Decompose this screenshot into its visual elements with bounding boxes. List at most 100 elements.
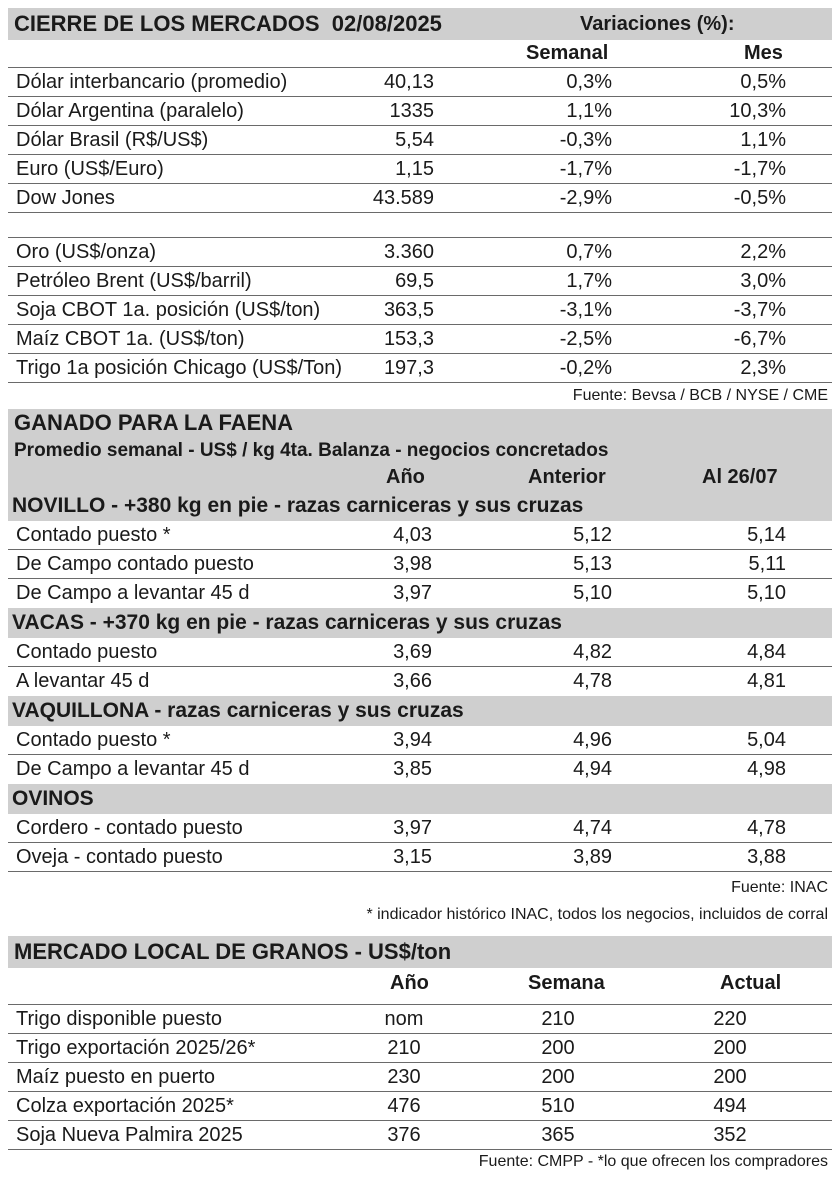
table-row: Cordero - contado puesto 3,97 4,74 4,78: [8, 814, 832, 843]
table-row: Dow Jones 43.589 -2,9% -0,5%: [8, 184, 832, 213]
row-current: 4,98: [747, 758, 786, 780]
market-report: CIERRE DE LOS MERCADOS 02/08/2025 Variac…: [8, 8, 832, 1174]
row-value: 1,15: [395, 158, 434, 180]
row-label: Trigo exportación 2025/26*: [16, 1037, 256, 1059]
row-label: Trigo 1a posición Chicago (US$/Ton): [16, 357, 343, 379]
row-month: -6,7%: [733, 328, 786, 350]
col-prev: Anterior: [528, 466, 606, 488]
cattle-title: GANADO PARA LA FAENA: [14, 410, 294, 435]
row-prev: 4,94: [573, 758, 612, 780]
row-year: 4,03: [393, 524, 432, 546]
row-value: 363,5: [383, 299, 434, 321]
table-row: Maíz puesto en puerto 230 200 200: [8, 1063, 832, 1092]
row-value: 3.360: [383, 241, 434, 263]
row-label: Soja CBOT 1a. posición (US$/ton): [16, 299, 321, 321]
cattle-header: GANADO PARA LA FAENA: [8, 409, 832, 437]
row-label: Oveja - contado puesto: [16, 846, 223, 868]
col-current: Al 26/07: [702, 466, 778, 488]
row-prev: 5,12: [573, 524, 612, 546]
table-row: Oveja - contado puesto 3,15 3,89 3,88: [8, 843, 832, 872]
row-value: 197,3: [383, 357, 434, 379]
row-month: -3,7%: [733, 299, 786, 321]
row-value: 43.589: [372, 187, 434, 209]
row-week: 0,7%: [566, 241, 612, 263]
row-current: 494: [713, 1095, 747, 1117]
markets-header: CIERRE DE LOS MERCADOS 02/08/2025 Variac…: [8, 8, 832, 40]
table-row: Trigo disponible puesto nom 210 220: [8, 1005, 832, 1034]
row-label: Soja Nueva Palmira 2025: [16, 1124, 243, 1146]
table-row: De Campo contado puesto 3,98 5,13 5,11: [8, 550, 832, 579]
table-gap: [8, 213, 832, 238]
row-current: 4,78: [747, 817, 786, 839]
row-year: 3,85: [393, 758, 432, 780]
row-year: 376: [387, 1124, 421, 1146]
row-week: 510: [541, 1095, 575, 1117]
table-row: Soja Nueva Palmira 2025 376 365 352: [8, 1121, 832, 1150]
row-label: A levantar 45 d: [16, 670, 150, 692]
row-year: 210: [387, 1037, 421, 1059]
table-row: Dólar Argentina (paralelo) 1335 1,1% 10,…: [8, 97, 832, 126]
row-week: 1,1%: [566, 100, 612, 122]
grains-header: MERCADO LOCAL DE GRANOS - US$/ton: [8, 936, 832, 968]
markets-column-headers: Semanal Mes: [8, 40, 832, 67]
row-label: De Campo a levantar 45 d: [16, 582, 250, 604]
category-vacas: VACAS - +370 kg en pie - razas carnicera…: [8, 608, 832, 638]
row-label: Dow Jones: [16, 187, 115, 209]
row-current: 5,14: [747, 524, 786, 546]
row-year: 476: [387, 1095, 421, 1117]
row-current: 5,10: [747, 582, 786, 604]
table-row: Euro (US$/Euro) 1,15 -1,7% -1,7%: [8, 155, 832, 184]
row-current: 4,81: [747, 670, 786, 692]
row-label: De Campo contado puesto: [16, 553, 254, 575]
row-label: Dólar Argentina (paralelo): [16, 100, 244, 122]
row-month: 10,3%: [729, 100, 786, 122]
variations-label: Variaciones (%):: [580, 12, 735, 35]
table-row: Oro (US$/onza) 3.360 0,7% 2,2%: [8, 238, 832, 267]
row-label: Dólar interbancario (promedio): [16, 71, 288, 93]
table-row: Trigo exportación 2025/26* 210 200 200: [8, 1034, 832, 1063]
row-prev: 5,10: [573, 582, 612, 604]
row-current: 200: [713, 1037, 747, 1059]
row-value: 153,3: [383, 328, 434, 350]
row-week: -2,5%: [559, 328, 612, 350]
row-label: Dólar Brasil (R$/US$): [16, 129, 209, 151]
row-year: 3,94: [393, 729, 432, 751]
row-label: De Campo a levantar 45 d: [16, 758, 250, 780]
table-row: Petróleo Brent (US$/barril) 69,5 1,7% 3,…: [8, 267, 832, 296]
table-row: Contado puesto * 4,03 5,12 5,14: [8, 521, 832, 550]
cattle-subtitle: Promedio semanal - US$ / kg 4ta. Balanza…: [8, 437, 832, 464]
table-row: Dólar Brasil (R$/US$) 5,54 -0,3% 1,1%: [8, 126, 832, 155]
table-row: Contado puesto 3,69 4,82 4,84: [8, 638, 832, 667]
table-row: De Campo a levantar 45 d 3,85 4,94 4,98: [8, 755, 832, 784]
row-label: Contado puesto: [16, 641, 158, 663]
row-label: Euro (US$/Euro): [16, 158, 164, 180]
markets-table: Dólar interbancario (promedio) 40,13 0,3…: [8, 67, 832, 213]
category-ovinos: OVINOS: [8, 784, 832, 814]
row-week: -0,2%: [559, 357, 612, 379]
row-month: 0,5%: [740, 71, 786, 93]
row-week: 365: [541, 1124, 575, 1146]
row-label: Maíz CBOT 1a. (US$/ton): [16, 328, 245, 350]
row-prev: 4,78: [573, 670, 612, 692]
row-label: Oro (US$/onza): [16, 241, 157, 263]
row-label: Cordero - contado puesto: [16, 817, 243, 839]
row-prev: 4,96: [573, 729, 612, 751]
grains-table: Trigo disponible puesto nom 210 220 Trig…: [8, 1004, 832, 1150]
row-label: Maíz puesto en puerto: [16, 1066, 216, 1088]
row-value: 40,13: [383, 71, 434, 93]
col-current: Actual: [720, 972, 782, 994]
row-label: Petróleo Brent (US$/barril): [16, 270, 252, 292]
category-novillo: NOVILLO - +380 kg en pie - razas carnice…: [8, 491, 832, 521]
table-row: Soja CBOT 1a. posición (US$/ton) 363,5 -…: [8, 296, 832, 325]
col-year: Año: [390, 972, 429, 994]
row-prev: 3,89: [573, 846, 612, 868]
col-week: Semanal: [526, 42, 609, 64]
commodities-table: Oro (US$/onza) 3.360 0,7% 2,2% Petróleo …: [8, 238, 832, 383]
row-current: 352: [713, 1124, 747, 1146]
col-year: Año: [386, 466, 425, 488]
row-current: 220: [713, 1008, 747, 1030]
row-week: -0,3%: [559, 129, 612, 151]
row-prev: 5,13: [573, 553, 612, 575]
col-month: Mes: [744, 42, 783, 64]
markets-title: CIERRE DE LOS MERCADOS 02/08/2025: [14, 11, 442, 36]
